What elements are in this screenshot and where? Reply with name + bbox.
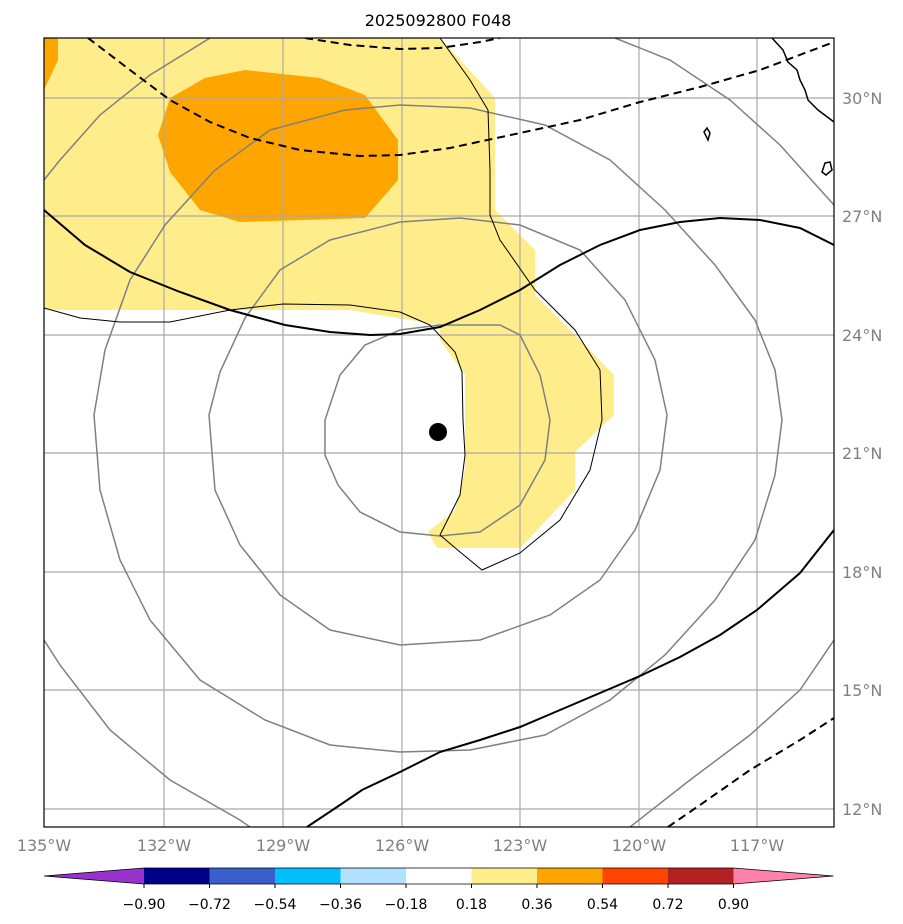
colorbar-label: −0.36 — [319, 897, 362, 913]
y-tick-label: 30°N — [842, 89, 882, 108]
colorbar-label: −0.90 — [123, 897, 166, 913]
colorbar-segment — [144, 868, 210, 884]
range-ring-2 — [208, 217, 668, 646]
colorbar-segment — [537, 868, 603, 884]
y-tick-label: 27°N — [842, 207, 882, 226]
range-ring-1 — [324, 324, 551, 537]
x-tick-label: 132°W — [137, 836, 192, 855]
range-ring-3 — [93, 104, 783, 753]
y-tick-label: 21°N — [842, 444, 882, 463]
x-tick-label: 120°W — [612, 836, 667, 855]
y-tick-label: 15°N — [842, 681, 882, 700]
orange-shaded-corner — [44, 38, 58, 90]
colorbar-label: 0.72 — [652, 897, 683, 913]
y-tick-label: 18°N — [842, 563, 882, 582]
y-tick-label: 12°N — [842, 800, 882, 819]
thin-contours — [44, 38, 603, 571]
range-rings — [44, 38, 834, 827]
colorbar-label: −0.18 — [385, 897, 428, 913]
colorbar-segment — [602, 868, 669, 884]
colorbar: −0.90 −0.72 −0.54 −0.36 −0.18 0.18 0.36 0.54 0.7… — [43, 867, 834, 913]
x-tick-label: 117°W — [730, 836, 785, 855]
map-frame — [43, 37, 835, 828]
coastline — [703, 38, 834, 176]
x-tick-labels: 135°W 132°W 129°W 126°W 123°W 120°W 117°… — [17, 836, 785, 855]
colorbar-segment — [275, 868, 341, 884]
colorbar-extension-low — [44, 868, 144, 884]
colorbar-label: 0.54 — [587, 897, 618, 913]
colorbar-segment — [406, 868, 472, 884]
x-tick-label: 126°W — [375, 836, 430, 855]
colorbar-label: 0.18 — [456, 897, 487, 913]
colorbar-label: 0.90 — [718, 897, 749, 913]
colorbar-segment — [471, 868, 538, 884]
dashed-contours — [87, 38, 834, 827]
solid-contours — [44, 209, 834, 827]
colorbar-segment — [209, 868, 276, 884]
y-tick-labels: 30°N 27°N 24°N 21°N 18°N 15°N 12°N — [842, 89, 882, 819]
colorbar-label: 0.36 — [521, 897, 552, 913]
y-tick-label: 24°N — [842, 326, 882, 345]
colorbar-label: −0.54 — [254, 897, 297, 913]
chart-title: 2025092800 F048 — [365, 11, 512, 30]
x-tick-label: 129°W — [256, 836, 311, 855]
colorbar-segment — [340, 868, 407, 884]
colorbar-segment — [668, 868, 734, 884]
map-area — [44, 38, 834, 827]
colorbar-label: −0.72 — [188, 897, 231, 913]
colorbar-extension-high — [733, 868, 834, 884]
x-tick-label: 123°W — [493, 836, 548, 855]
x-tick-label: 135°W — [17, 836, 72, 855]
range-ring-4 — [44, 38, 834, 827]
storm-center-marker — [429, 423, 447, 441]
orange-shaded-region — [158, 70, 398, 222]
